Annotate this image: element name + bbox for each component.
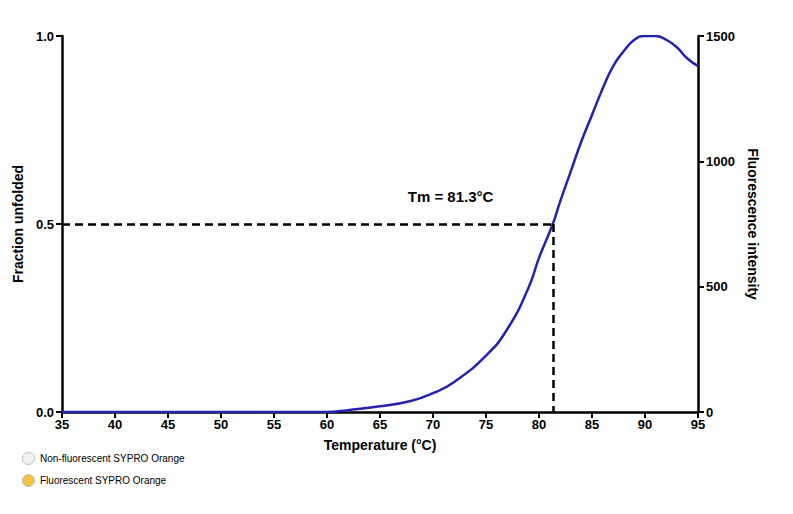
svg-text:50: 50 — [214, 417, 228, 432]
svg-text:1.0: 1.0 — [36, 29, 54, 44]
svg-text:65: 65 — [373, 417, 387, 432]
svg-text:85: 85 — [585, 417, 599, 432]
svg-text:Tm = 81.3°C: Tm = 81.3°C — [408, 188, 494, 205]
svg-text:70: 70 — [426, 417, 440, 432]
svg-text:40: 40 — [108, 417, 122, 432]
svg-text:Fluorescent SYPRO Orange: Fluorescent SYPRO Orange — [40, 475, 167, 486]
svg-text:60: 60 — [320, 417, 334, 432]
svg-text:95: 95 — [691, 417, 705, 432]
svg-text:80: 80 — [532, 417, 546, 432]
svg-text:90: 90 — [638, 417, 652, 432]
svg-text:75: 75 — [479, 417, 493, 432]
svg-text:0: 0 — [706, 405, 713, 420]
svg-text:0.5: 0.5 — [36, 217, 54, 232]
svg-text:0.0: 0.0 — [36, 405, 54, 420]
svg-text:Temperature (°C): Temperature (°C) — [324, 437, 437, 453]
svg-text:45: 45 — [161, 417, 175, 432]
svg-text:35: 35 — [55, 417, 69, 432]
svg-text:500: 500 — [706, 279, 728, 294]
svg-text:Non-fluorescent SYPRO Orange: Non-fluorescent SYPRO Orange — [40, 453, 185, 464]
svg-text:1000: 1000 — [706, 154, 735, 169]
svg-text:55: 55 — [267, 417, 281, 432]
svg-text:Fraction unfolded: Fraction unfolded — [10, 165, 26, 283]
svg-text:1500: 1500 — [706, 29, 735, 44]
svg-text:Fluorescence intensity: Fluorescence intensity — [745, 148, 761, 300]
